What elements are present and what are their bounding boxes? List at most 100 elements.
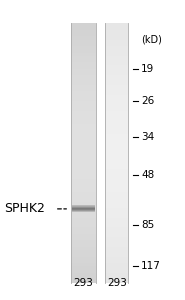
Bar <box>105 220 128 224</box>
Bar <box>105 230 128 234</box>
Bar <box>105 240 128 244</box>
Bar <box>72 210 95 211</box>
Bar <box>105 81 128 85</box>
Bar <box>105 178 128 182</box>
Bar <box>105 269 128 273</box>
Bar <box>71 217 96 221</box>
Bar <box>105 32 128 36</box>
Bar <box>71 65 96 69</box>
Bar <box>105 204 128 208</box>
Bar <box>105 217 128 221</box>
Bar <box>71 201 96 205</box>
Bar <box>71 275 96 279</box>
Bar <box>71 165 96 169</box>
Bar <box>71 117 96 121</box>
Bar <box>71 110 96 114</box>
Bar <box>71 26 96 30</box>
Bar <box>71 243 96 247</box>
Bar <box>105 279 128 283</box>
Bar <box>71 78 96 82</box>
Bar <box>72 206 95 207</box>
Bar <box>105 194 128 198</box>
Bar <box>105 26 128 30</box>
Text: 34: 34 <box>141 132 154 142</box>
Bar <box>71 88 96 92</box>
Bar <box>71 104 96 108</box>
Bar <box>71 75 96 78</box>
Text: 19: 19 <box>141 64 154 74</box>
Bar <box>71 159 96 163</box>
Bar <box>105 68 128 72</box>
Bar <box>71 130 96 134</box>
Bar <box>71 140 96 143</box>
Bar <box>71 220 96 224</box>
Bar <box>71 253 96 256</box>
Bar <box>71 52 96 56</box>
Bar <box>71 58 96 62</box>
Bar <box>71 29 96 33</box>
Bar <box>105 175 128 179</box>
Bar <box>71 120 96 124</box>
Text: SPHK2: SPHK2 <box>5 202 46 215</box>
Bar <box>71 227 96 231</box>
Bar <box>105 201 128 205</box>
Bar <box>71 269 96 273</box>
Bar <box>105 97 128 101</box>
Bar <box>71 156 96 159</box>
Bar <box>105 49 128 52</box>
Bar <box>71 126 96 130</box>
Bar <box>105 162 128 166</box>
Bar <box>105 78 128 82</box>
Bar <box>71 42 96 46</box>
Bar <box>105 136 128 140</box>
Bar <box>105 262 128 266</box>
Bar <box>105 259 128 263</box>
Bar <box>71 162 96 166</box>
Text: 48: 48 <box>141 170 154 180</box>
Bar <box>71 62 96 65</box>
Bar <box>105 146 128 150</box>
Bar <box>105 191 128 195</box>
Bar <box>105 62 128 65</box>
Bar <box>105 110 128 114</box>
Bar <box>71 68 96 72</box>
Bar <box>71 207 96 211</box>
Bar <box>71 204 96 208</box>
Bar <box>105 71 128 75</box>
Bar <box>72 209 95 210</box>
Bar <box>105 88 128 92</box>
Bar <box>105 65 128 69</box>
Bar <box>105 224 128 227</box>
Text: 26: 26 <box>141 96 154 106</box>
Text: 85: 85 <box>141 220 154 230</box>
Bar <box>71 113 96 117</box>
Bar <box>105 198 128 202</box>
Text: 293: 293 <box>107 278 127 288</box>
Bar <box>105 52 128 56</box>
Bar <box>71 246 96 250</box>
Bar <box>105 237 128 240</box>
Bar <box>105 214 128 218</box>
Bar <box>71 55 96 59</box>
Bar <box>71 256 96 260</box>
Bar <box>105 165 128 169</box>
Bar <box>105 266 128 269</box>
Bar <box>71 198 96 202</box>
Bar <box>105 75 128 78</box>
Bar <box>105 243 128 247</box>
Bar <box>105 182 128 185</box>
Bar <box>71 97 96 101</box>
Bar <box>105 169 128 172</box>
Bar <box>105 227 128 231</box>
Bar <box>72 206 95 207</box>
Bar <box>71 36 96 40</box>
Bar <box>71 136 96 140</box>
Bar <box>105 275 128 279</box>
Text: (kD): (kD) <box>141 34 162 45</box>
Bar <box>71 191 96 195</box>
Bar <box>71 279 96 283</box>
Bar <box>105 39 128 43</box>
Bar <box>71 175 96 179</box>
Bar <box>105 133 128 137</box>
Bar <box>71 23 96 27</box>
